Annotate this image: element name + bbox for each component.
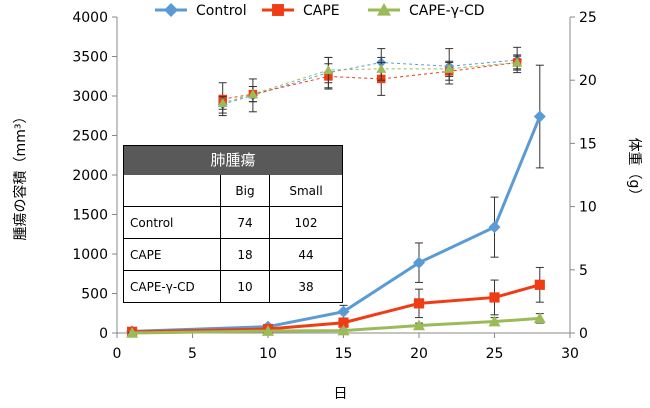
data-point xyxy=(376,63,387,73)
inset-table-title: 肺腫瘍 xyxy=(124,146,342,175)
series-line xyxy=(132,316,540,335)
series-line xyxy=(222,62,518,100)
data-point xyxy=(337,324,350,336)
series-line xyxy=(222,62,518,104)
table-header-cell: Big xyxy=(220,175,270,207)
weight-series-layer xyxy=(217,46,523,117)
table-header-cell xyxy=(124,175,221,207)
y-tick-label: 500 xyxy=(81,287,108,303)
legend-label: CAPE-γ-CD xyxy=(409,3,485,19)
table-header-cell: Small xyxy=(269,175,342,207)
table-cell: 102 xyxy=(269,206,342,239)
y-tick-label: 4000 xyxy=(72,10,108,26)
y-tick-label: 1500 xyxy=(72,208,108,224)
data-point xyxy=(489,292,500,303)
data-point xyxy=(533,110,546,123)
x-axis-title: 日 xyxy=(334,386,348,402)
data-point xyxy=(337,305,350,318)
x-tick-label: 30 xyxy=(561,346,579,362)
y-tick-label: 2500 xyxy=(72,129,108,145)
y-tick-label: 1000 xyxy=(72,247,108,263)
y2-tick-label: 15 xyxy=(579,136,597,152)
data-point xyxy=(488,315,501,327)
data-point xyxy=(488,221,501,234)
legend-marker xyxy=(272,4,284,16)
chart-labels: 0 500 1000 1500 2000 2500 3000 3500 4000 0 5 10 15 20… xyxy=(12,10,642,402)
data-point xyxy=(323,65,334,75)
table-row: CAPE 18 44 xyxy=(124,238,342,271)
data-point xyxy=(534,279,545,290)
series-control xyxy=(217,46,523,114)
legend-label: CAPE xyxy=(303,3,340,19)
data-point xyxy=(444,63,455,73)
data-point xyxy=(413,319,425,331)
table-row: CAPE-γ-CD 10 38 xyxy=(124,270,342,302)
data-point xyxy=(413,298,425,309)
y-tick-label: 0 xyxy=(99,326,108,342)
x-tick-label: 25 xyxy=(486,346,504,362)
table-cell: 18 xyxy=(220,238,270,271)
x-tick-label: 5 xyxy=(188,346,197,362)
x-tick-label: 0 xyxy=(113,346,122,362)
y2-tick-label: 5 xyxy=(579,263,588,279)
table-cell: CAPE-γ-CD xyxy=(124,270,221,302)
table-cell: 44 xyxy=(269,238,342,271)
y-axis-title: 腫瘍の容積（mm³） xyxy=(12,110,29,241)
data-point xyxy=(247,89,258,99)
y2-axis-title: 体重（g） xyxy=(626,138,642,203)
table-cell: 74 xyxy=(220,206,270,239)
series-line xyxy=(132,115,542,333)
y-tick-label: 3500 xyxy=(72,50,108,66)
legend-marker xyxy=(164,3,178,17)
series-cape-cd xyxy=(126,312,546,338)
data-point xyxy=(533,312,546,324)
x-tick-label: 10 xyxy=(259,346,277,362)
data-point xyxy=(126,327,139,338)
series-line xyxy=(132,283,541,334)
series-line xyxy=(222,59,518,105)
volume-series-layer xyxy=(126,64,546,338)
series-cape-cd xyxy=(217,55,523,110)
data-point xyxy=(217,97,228,107)
table-cell: CAPE xyxy=(124,238,221,271)
y-tick-label: 2000 xyxy=(72,168,108,184)
lung-tumor-table: 肺腫瘍 Big Small Control 74 102 CAPE 18 44 … xyxy=(123,145,343,303)
table-row: Control 74 102 xyxy=(124,206,342,239)
y2-tick-label: 20 xyxy=(579,73,597,89)
legend-label: Control xyxy=(196,3,247,19)
y2-tick-label: 25 xyxy=(579,10,597,26)
y2-tick-label: 0 xyxy=(579,326,588,342)
table-cell: 38 xyxy=(269,270,342,302)
inset-table-grid: Big Small Control 74 102 CAPE 18 44 CAPE… xyxy=(124,175,342,302)
x-tick-label: 20 xyxy=(410,346,428,362)
table-cell: 10 xyxy=(220,270,270,302)
legend-marker xyxy=(377,3,391,16)
data-point xyxy=(262,325,274,336)
data-point xyxy=(413,256,425,269)
chart-legend: Control CAPE CAPE-γ-CD xyxy=(155,3,485,19)
y2-tick-label: 10 xyxy=(579,200,597,216)
data-point xyxy=(338,317,349,328)
y-tick-label: 3000 xyxy=(72,89,108,105)
x-tick-label: 15 xyxy=(335,346,353,362)
table-header-row: Big Small xyxy=(124,175,342,207)
data-point xyxy=(512,57,523,67)
table-cell: Control xyxy=(124,206,221,239)
